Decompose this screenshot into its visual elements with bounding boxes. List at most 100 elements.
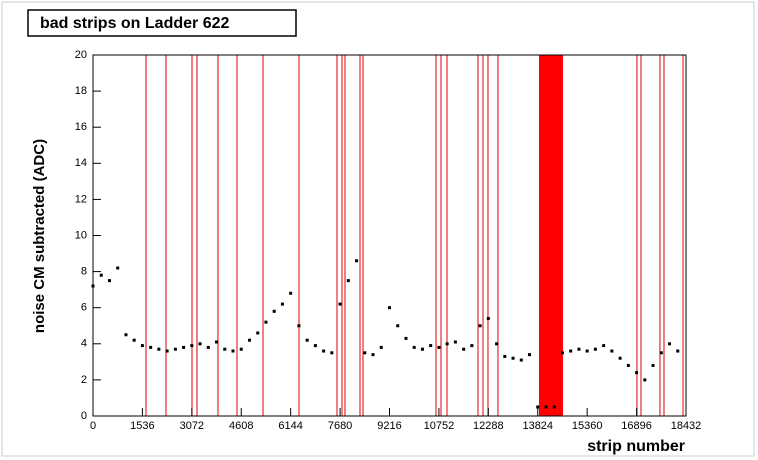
x-tick-label: 7680 (328, 420, 352, 432)
noise-point (198, 342, 202, 346)
noise-point (511, 356, 515, 360)
noise-point (462, 347, 466, 351)
x-tick-label: 15360 (572, 420, 603, 432)
noise-point (264, 320, 268, 324)
noise-point (420, 347, 424, 351)
noise-point (552, 405, 556, 409)
noise-point (182, 345, 186, 349)
noise-point (346, 279, 350, 283)
y-tick-label: 20 (75, 49, 87, 61)
x-tick-label: 4608 (229, 420, 253, 432)
plot-area (93, 55, 686, 416)
y-axis-label: noise CM subtracted (ADC) (31, 139, 48, 333)
x-tick-label: 6144 (278, 420, 302, 432)
noise-point (396, 324, 400, 328)
noise-point (132, 338, 136, 342)
noise-point (478, 324, 482, 328)
noise-point (99, 273, 103, 277)
noise-point (618, 356, 622, 360)
noise-point (495, 342, 499, 346)
noise-point (330, 351, 334, 355)
noise-point (297, 324, 301, 328)
noise-point (173, 347, 177, 351)
x-tick-label: 3072 (180, 420, 204, 432)
chart-title: bad strips on Ladder 622 (40, 15, 229, 32)
noise-point (404, 336, 408, 340)
y-tick-label: 16 (75, 121, 87, 133)
noise-point (528, 353, 532, 357)
y-tick-label: 18 (75, 85, 87, 97)
noise-point (140, 344, 144, 348)
noise-point (231, 349, 235, 353)
noise-point (223, 347, 227, 351)
noise-point (247, 338, 251, 342)
noise-point (577, 347, 581, 351)
noise-point (437, 345, 441, 349)
noise-point (239, 347, 243, 351)
noise-point (503, 354, 507, 358)
noise-point (190, 344, 194, 348)
y-tick-label: 0 (81, 410, 87, 422)
noise-point (215, 340, 219, 344)
noise-point (107, 279, 111, 283)
x-tick-label: 10752 (424, 420, 455, 432)
noise-point (280, 302, 284, 306)
x-tick-label: 13824 (522, 420, 553, 432)
noise-point (626, 363, 630, 367)
x-tick-label: 9216 (377, 420, 401, 432)
noise-point (445, 342, 449, 346)
noise-point (676, 349, 680, 353)
bad-range (538, 55, 563, 416)
y-tick-label: 4 (81, 338, 87, 350)
noise-point (486, 317, 490, 321)
noise-point (165, 349, 169, 353)
noise-point (355, 259, 359, 263)
noise-point (610, 349, 614, 353)
x-tick-label: 12288 (473, 420, 504, 432)
noise-point (272, 309, 276, 313)
x-tick-label: 1536 (130, 420, 154, 432)
noise-point (569, 349, 573, 353)
title-box (27, 9, 297, 37)
y-tick-label: 8 (81, 266, 87, 278)
noise-point (124, 333, 128, 337)
noise-point (289, 291, 293, 295)
x-axis-label: strip number (587, 438, 685, 455)
noise-point (338, 302, 342, 306)
y-tick-label: 14 (75, 157, 87, 169)
noise-point (116, 266, 120, 270)
noise-point (305, 338, 309, 342)
x-tick-label: 0 (90, 420, 96, 432)
noise-point (659, 351, 663, 355)
noise-point (643, 378, 647, 382)
y-tick-label: 10 (75, 229, 87, 241)
noise-point (453, 340, 457, 344)
noise-point (651, 363, 655, 367)
x-tick-label: 18432 (671, 420, 702, 432)
noise-point (635, 371, 639, 375)
noise-point (429, 344, 433, 348)
noise-point (371, 353, 375, 357)
noise-point (206, 345, 210, 349)
noise-point (256, 331, 260, 335)
noise-point (602, 344, 606, 348)
noise-point (322, 349, 326, 353)
noise-point (388, 306, 391, 310)
noise-point (363, 351, 367, 355)
noise-point (536, 405, 540, 409)
noise-point (149, 345, 153, 349)
y-tick-label: 12 (75, 193, 87, 205)
noise-point (544, 405, 548, 409)
noise-point (593, 347, 597, 351)
noise-point (157, 347, 161, 351)
x-tick-label: 16896 (621, 420, 652, 432)
noise-point (560, 351, 564, 355)
noise-point (519, 358, 523, 362)
noise-point (313, 344, 317, 348)
y-tick-label: 2 (81, 374, 87, 386)
noise-point (412, 345, 416, 349)
noise-point (585, 349, 589, 353)
y-tick-label: 6 (81, 302, 87, 314)
